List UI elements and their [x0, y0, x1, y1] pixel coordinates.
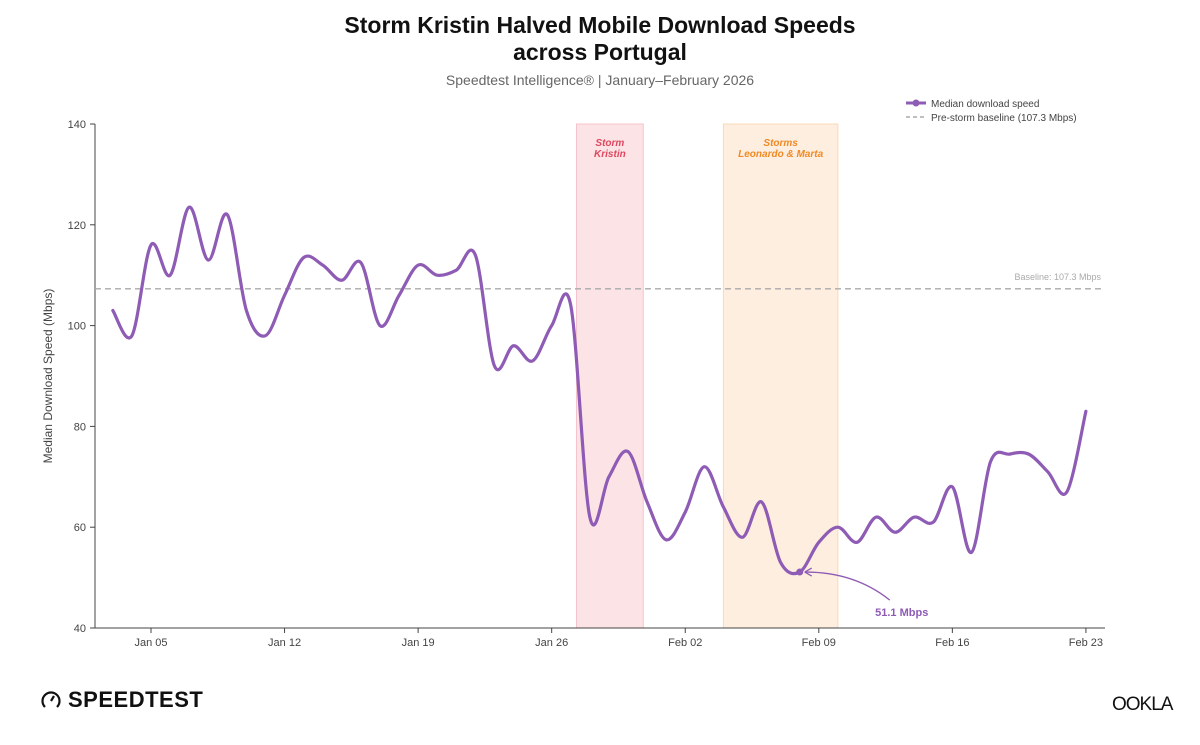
- storm-band: [722, 123, 839, 629]
- x-tick-label: Jan 05: [134, 637, 167, 649]
- y-tick-label: 120: [68, 220, 86, 232]
- arrowhead-icon: [804, 567, 813, 577]
- y-tick-label: 40: [74, 623, 86, 635]
- y-axis-label: Median Download Speed (Mbps): [41, 289, 55, 464]
- x-tick-label: Feb 02: [668, 637, 702, 649]
- chart-subtitle: Speedtest Intelligence® | January–Februa…: [445, 72, 755, 88]
- storm-label: Leonardo & Marta: [738, 149, 823, 160]
- y-tick-label: 60: [74, 522, 86, 534]
- chart-title: Storm Kristin Halved Mobile Download Spe…: [0, 12, 1200, 66]
- speedtest-wordmark: SPEEDTEST: [68, 687, 204, 712]
- baseline-label: Baseline: 107.3 Mbps: [1014, 272, 1101, 282]
- x-tick-label: Jan 26: [535, 637, 568, 649]
- x-tick-label: Jan 19: [402, 637, 435, 649]
- gauge-icon: [41, 691, 61, 708]
- annotation-arrow: [805, 571, 891, 601]
- y-tick-label: 100: [68, 321, 86, 333]
- title-line-1: Storm Kristin Halved Mobile Download Spe…: [344, 12, 856, 38]
- legend-label-series: Median download speed: [931, 99, 1039, 110]
- ookla-logo: OOKLA: [1112, 694, 1173, 715]
- storm-label: Storm: [595, 138, 624, 149]
- min-point-marker: [796, 568, 804, 576]
- y-tick-label: 140: [68, 119, 86, 131]
- annotation-label: 51.1 Mbps: [875, 607, 928, 619]
- x-tick-label: Feb 16: [935, 637, 969, 649]
- storm-label: Storms: [763, 138, 798, 149]
- legend-marker: [912, 99, 920, 107]
- x-tick-label: Jan 12: [268, 637, 301, 649]
- speedtest-logo: SPEEDTEST: [40, 687, 203, 713]
- x-tick-label: Feb 23: [1069, 637, 1103, 649]
- storm-label: Kristin: [594, 149, 626, 160]
- storm-band: [575, 123, 644, 629]
- title-line-2: across Portugal: [513, 39, 687, 65]
- x-tick-label: Feb 09: [802, 637, 836, 649]
- y-tick-label: 80: [74, 421, 86, 433]
- legend-label-baseline: Pre-storm baseline (107.3 Mbps): [931, 113, 1077, 124]
